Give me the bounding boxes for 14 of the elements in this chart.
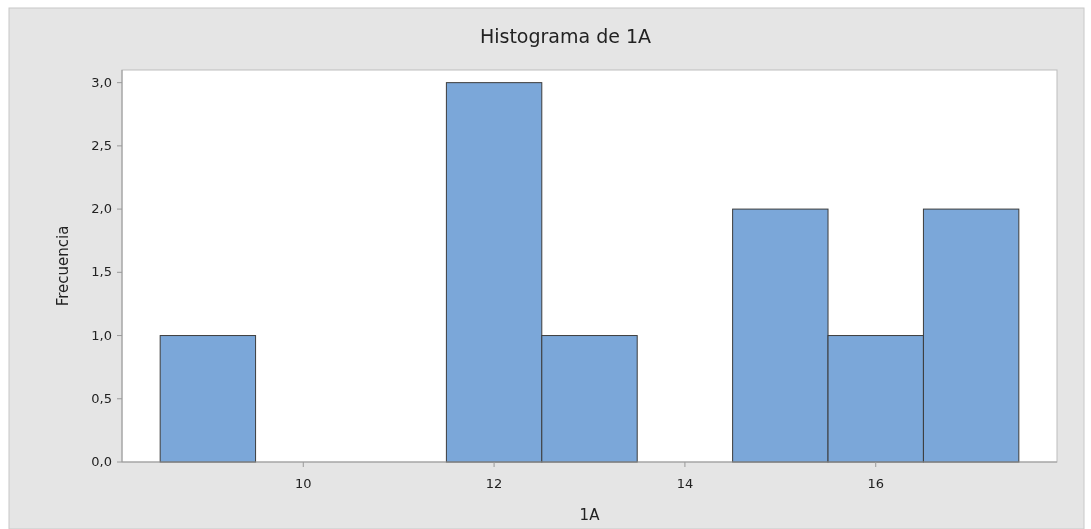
y-axis-title: Frecuencia — [54, 225, 72, 307]
y-tick-label: 0,0 — [91, 454, 112, 469]
x-tick-label: 12 — [485, 476, 503, 491]
x-tick-label: 14 — [676, 476, 694, 491]
x-tick-label: 10 — [295, 476, 312, 491]
y-tick-label: 0,5 — [91, 390, 112, 406]
chart-title: Histograma de 1A — [479, 25, 652, 47]
y-tick-label: 1,0 — [91, 327, 112, 343]
y-tick-label: 2,5 — [91, 137, 112, 153]
x-tick-label: 16 — [867, 476, 884, 491]
y-tick-label: 2,0 — [91, 201, 112, 217]
y-tick-label: 3,0 — [91, 74, 112, 90]
y-tick-label: 1,5 — [91, 264, 112, 280]
x-axis-title: 1A — [579, 506, 601, 524]
